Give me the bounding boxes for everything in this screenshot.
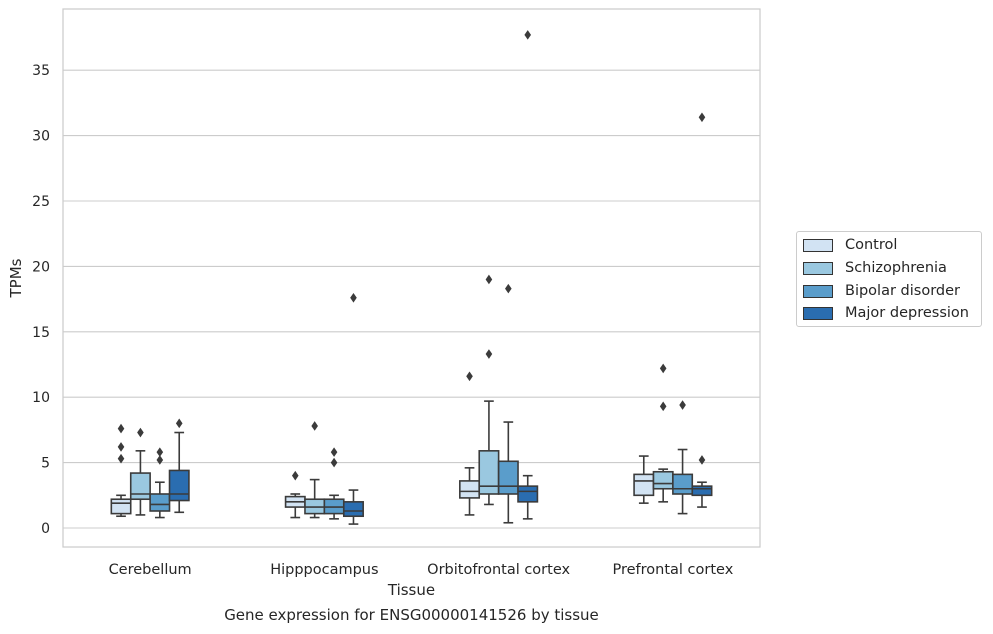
legend-item-control: Control xyxy=(803,236,897,254)
box-iqr xyxy=(652,470,674,490)
box-series xyxy=(110,30,713,525)
legend-item-schizophrenia: Schizophrenia xyxy=(803,259,947,277)
box-schizophrenia-prefrontal-cortex xyxy=(652,363,674,503)
box-major-depression-prefrontal-cortex xyxy=(691,112,713,508)
box-iqr xyxy=(478,450,500,495)
outlier-point xyxy=(679,400,686,410)
x-tick-label: Prefrontal cortex xyxy=(612,562,733,578)
plot-area xyxy=(63,9,760,547)
legend-swatch-control xyxy=(803,238,833,252)
legend-label-major-depression: Major depression xyxy=(845,305,969,321)
box-iqr xyxy=(342,501,364,518)
box-iqr xyxy=(459,480,481,499)
box-iqr xyxy=(672,473,694,495)
outlier-point xyxy=(156,447,164,457)
outlier-point xyxy=(466,371,473,382)
outlier-point xyxy=(117,442,125,452)
box-iqr xyxy=(110,498,132,515)
box-iqr xyxy=(149,493,171,512)
legend-label-bipolar-disorder: Bipolar disorder xyxy=(845,283,960,299)
y-tick-labels: 0 5 10 15 20 25 30 35 xyxy=(32,63,50,537)
box-major-depression-orbitofrontal-cortex xyxy=(517,30,539,520)
y-tick-label: 30 xyxy=(32,129,50,145)
outlier-point xyxy=(698,112,706,123)
figure-caption: Gene expression for ENSG00000141526 by t… xyxy=(224,606,599,624)
outlier-point xyxy=(156,455,164,465)
legend-swatch-bipolar-disorder xyxy=(803,284,833,298)
box-iqr xyxy=(633,473,655,497)
y-axis-label: TPMs xyxy=(7,258,25,298)
outlier-point xyxy=(659,401,667,412)
plot-frame xyxy=(62,8,761,548)
legend-item-bipolar-disorder: Bipolar disorder xyxy=(803,282,960,300)
legend-label-schizophrenia: Schizophrenia xyxy=(845,260,947,276)
box-bipolar-disorder-cerebellum xyxy=(149,447,171,519)
outlier-point xyxy=(330,447,338,457)
x-tick-label: Cerebellum xyxy=(109,562,192,578)
outlier-point xyxy=(330,457,338,468)
box-iqr xyxy=(497,460,519,495)
box-control-prefrontal-cortex xyxy=(633,455,655,504)
outlier-point xyxy=(350,292,357,303)
legend: Control Schizophrenia Bipolar disorder M… xyxy=(796,231,982,327)
y-tick-label: 15 xyxy=(32,325,50,341)
y-tick-label: 10 xyxy=(32,390,50,406)
x-tick-labels: Cerebellum Hipppocampus Orbitofrontal cort… xyxy=(109,562,734,578)
box-iqr xyxy=(129,472,151,501)
box-iqr xyxy=(691,485,713,497)
outlier-point xyxy=(291,470,299,481)
legend-item-major-depression: Major depression xyxy=(803,304,969,322)
box-bipolar-disorder-prefrontal-cortex xyxy=(672,400,694,515)
box-bipolar-disorder-hipppocampus xyxy=(323,447,345,520)
box-iqr xyxy=(168,469,190,502)
box-schizophrenia-cerebellum xyxy=(129,427,151,516)
outlier-point xyxy=(505,283,512,294)
outlier-point xyxy=(117,453,125,464)
box-bipolar-disorder-orbitofrontal-cortex xyxy=(497,283,519,524)
outlier-point xyxy=(117,423,125,434)
legend-swatch-major-depression xyxy=(803,306,833,320)
outlier-point xyxy=(524,30,532,40)
box-major-depression-cerebellum xyxy=(168,418,190,514)
outlier-point xyxy=(485,274,493,285)
box-control-cerebellum xyxy=(110,423,132,518)
y-tick-label: 0 xyxy=(41,521,50,537)
x-tick-label: Hipppocampus xyxy=(270,562,378,578)
y-tick-label: 20 xyxy=(32,259,50,275)
outlier-point xyxy=(175,418,183,429)
x-tick-label: Orbitofrontal cortex xyxy=(427,562,570,578)
y-tick-label: 35 xyxy=(32,63,50,79)
legend-swatch-schizophrenia xyxy=(803,261,833,275)
box-iqr xyxy=(517,485,539,503)
y-tick-label: 5 xyxy=(41,456,50,472)
outlier-point xyxy=(485,349,493,359)
outlier-point xyxy=(698,455,706,465)
box-major-depression-hipppocampus xyxy=(342,292,364,525)
box-control-orbitofrontal-cortex xyxy=(459,371,481,516)
x-axis-label: Tissue xyxy=(387,581,435,599)
outlier-point xyxy=(659,363,667,374)
legend-label-control: Control xyxy=(845,237,898,253)
y-tick-label: 25 xyxy=(32,194,50,210)
outlier-point xyxy=(311,421,318,431)
outlier-point xyxy=(137,427,144,438)
